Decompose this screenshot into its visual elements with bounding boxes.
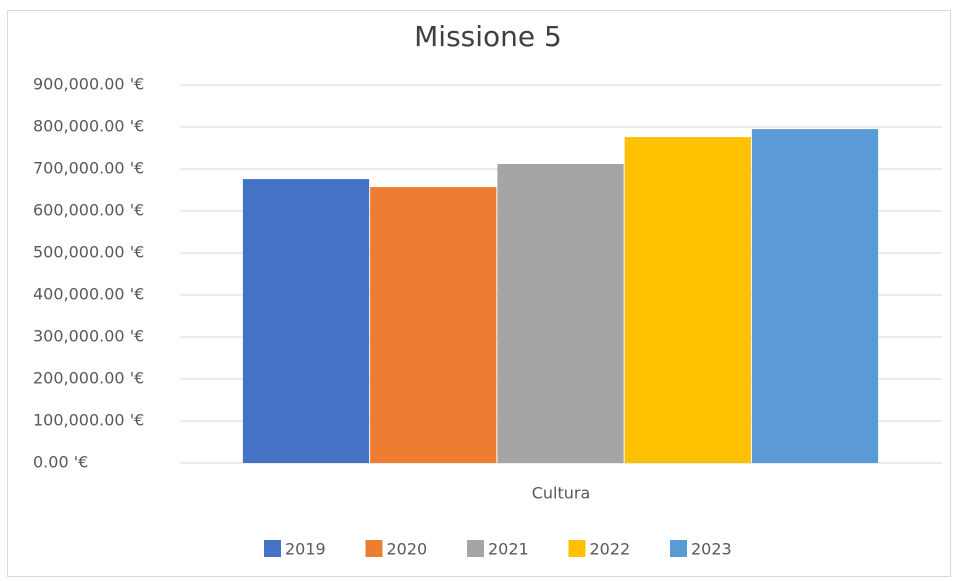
legend-swatch <box>365 540 383 557</box>
legend-label: 2023 <box>691 540 732 559</box>
legend-label: 2022 <box>590 540 631 559</box>
legend-label: 2020 <box>387 540 428 559</box>
y-tick-label: 400,000.00 '€ <box>33 285 144 304</box>
y-tick-label: 200,000.00 '€ <box>33 369 144 388</box>
bar <box>242 179 370 463</box>
y-tick-label: 300,000.00 '€ <box>33 327 144 346</box>
x-tick-label: Cultura <box>532 484 591 503</box>
legend-swatch <box>467 540 484 557</box>
bar <box>370 187 497 463</box>
legend-swatch <box>264 540 281 557</box>
chart-title: Missione 5 <box>414 20 562 53</box>
bar <box>624 137 751 463</box>
y-tick-label: 900,000.00 '€ <box>33 75 144 94</box>
y-tick-label: 700,000.00 '€ <box>33 159 144 178</box>
bar <box>497 163 624 463</box>
legend-swatch <box>568 540 586 557</box>
legend-label: 2021 <box>488 540 529 559</box>
y-tick-label: 800,000.00 '€ <box>33 117 144 136</box>
y-tick-label: 100,000.00 '€ <box>33 411 144 430</box>
y-tick-label: 0.00 '€ <box>33 453 88 472</box>
bar <box>751 129 879 463</box>
legend-label: 2019 <box>285 540 326 559</box>
y-tick-label: 500,000.00 '€ <box>33 243 144 262</box>
y-tick-label: 600,000.00 '€ <box>33 201 144 220</box>
legend-swatch <box>670 540 687 557</box>
